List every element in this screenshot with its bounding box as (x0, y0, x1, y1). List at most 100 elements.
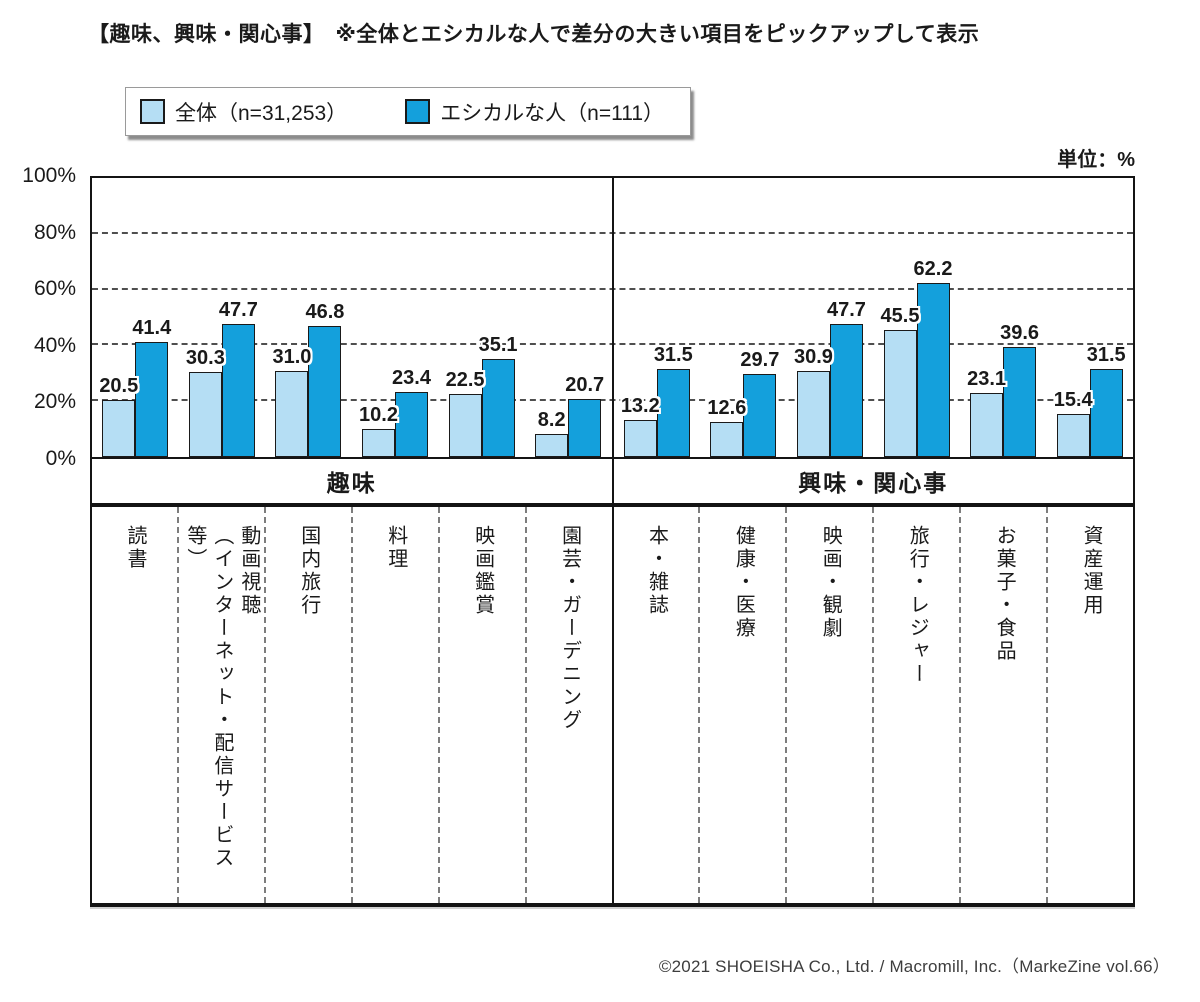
category-slot: 読書 (92, 507, 177, 903)
category-label: 映画・観劇 (819, 525, 842, 640)
category-label-area: 読書 動画視聴 （インターネット・配信サービス等） 国内旅行 料理 映画鑑賞 園芸・ガーデ… (90, 507, 1135, 907)
category-slot: 健康・医療 (698, 507, 785, 903)
bar-value-label: 45.5 (880, 305, 920, 328)
bar-value-label: 31.5 (1086, 344, 1126, 367)
category-slot: 映画鑑賞 (437, 507, 525, 903)
group-header-hobby: 趣味 (92, 459, 614, 503)
legend-label-total: 全体（n=31,253） (175, 101, 348, 125)
bar-total: 8.2 (535, 409, 569, 457)
bar-ethical: 31.5 (1087, 344, 1126, 457)
bar-total: 45.5 (881, 305, 919, 457)
unit-label: 単位：% (1057, 149, 1135, 171)
bar-pair: 30.9 47.7 (794, 178, 866, 457)
bar-pair: 22.5 35.1 (446, 178, 518, 457)
bar-value-label: 31.0 (272, 345, 312, 368)
bar-chart: 20.5 41.4 30.3 47.7 31.0 46.8 10.2 23.4 22.5 35.1… (90, 176, 1135, 907)
bar-value-label: 29.7 (740, 349, 780, 372)
bar-ethical: 39.6 (1000, 322, 1039, 457)
y-tick-100: 100% (22, 164, 76, 187)
bar-value-label: 23.4 (392, 366, 431, 389)
page-title: 【趣味、興味・関心事】 ※全体とエシカルな人で差分の大きい項目をピックアップして… (88, 23, 980, 46)
bar-total: 30.3 (186, 347, 225, 457)
bar-value-label: 30.9 (793, 345, 833, 368)
bar-pair: 31.0 46.8 (272, 178, 344, 457)
bar-value-label: 13.2 (620, 395, 660, 418)
bar-ethical: 20.7 (565, 374, 604, 457)
bar-value-label: 15.4 (1053, 389, 1093, 412)
plot-group-interest: 13.2 31.5 12.6 29.7 30.9 47.7 45.5 62.2 23.1 39.6… (614, 178, 1134, 457)
bar-pair: 20.5 41.4 (99, 178, 171, 457)
category-labels-interest: 本・雑誌 健康・医療 映画・観劇 旅行・レジャー お菓子・食品 資産運用 (614, 507, 1134, 903)
bar-pair: 8.2 20.7 (535, 178, 604, 457)
bar-total: 15.4 (1054, 389, 1093, 457)
category-slot: 園芸・ガーデニング (524, 507, 612, 903)
bar-value-label: 22.5 (445, 369, 485, 392)
bar-total: 13.2 (621, 395, 660, 457)
bar-value-label: 20.5 (99, 374, 139, 397)
y-tick-40: 40% (33, 333, 76, 357)
category-label: 料理 (384, 525, 407, 571)
bar-value-label: 47.7 (826, 298, 866, 321)
bar-value-label: 30.3 (185, 347, 225, 370)
category-slot: お菓子・食品 (959, 507, 1046, 903)
category-slot: 旅行・レジャー (872, 507, 959, 903)
category-label: 本・雑誌 (645, 525, 668, 617)
bar-pair: 12.6 29.7 (707, 178, 779, 457)
bar-value-label: 39.6 (1000, 321, 1040, 344)
category-label: 読書 (123, 525, 146, 571)
bar-ethical: 62.2 (914, 258, 952, 457)
bar-value-label: 10.2 (359, 403, 398, 426)
copyright-credit: ©2021 SHOEISHA Co., Ltd. / Macromill, In… (658, 957, 1170, 976)
y-axis: 100% 80% 60% 40% 20% 0% (0, 164, 82, 470)
legend-swatch-ethical (405, 99, 431, 124)
y-tick-80: 80% (33, 220, 76, 244)
bar-pair: 30.3 47.7 (186, 178, 258, 457)
category-label: 健康・医療 (732, 525, 755, 640)
bar-pair: 10.2 23.4 (359, 178, 431, 457)
legend-label-ethical: エシカルな人（n=111） (440, 101, 665, 125)
bar-ethical: 47.7 (827, 299, 866, 457)
y-tick-60: 60% (33, 277, 76, 301)
bar-total: 30.9 (794, 346, 833, 457)
category-label: お菓子・食品 (993, 525, 1016, 663)
group-header-interest: 興味・関心事 (798, 470, 949, 496)
group-header-band: 趣味 興味・関心事 (90, 459, 1135, 507)
bar-pair: 15.4 31.5 (1054, 178, 1126, 457)
bar-ethical: 35.1 (479, 334, 518, 457)
bar-value-label: 20.7 (565, 374, 605, 397)
category-labels-hobby: 読書 動画視聴 （インターネット・配信サービス等） 国内旅行 料理 映画鑑賞 園芸・ガーデ… (92, 507, 614, 903)
bar-ethical: 29.7 (740, 349, 779, 457)
bar-value-label: 35.1 (478, 334, 518, 357)
category-slot: 本・雑誌 (614, 507, 699, 903)
bar-total: 31.0 (272, 346, 311, 457)
bar-total: 22.5 (446, 369, 485, 457)
category-label: 動画視聴 （インターネット・配信サービス等） (183, 525, 260, 870)
plot-area: 20.5 41.4 30.3 47.7 31.0 46.8 10.2 23.4 22.5 35.1… (90, 176, 1135, 459)
bar-pair: 23.1 39.6 (967, 178, 1039, 457)
bar-total: 10.2 (359, 404, 398, 457)
bar-ethical: 46.8 (305, 301, 344, 457)
category-slot: 国内旅行 (263, 507, 351, 903)
bar-pair: 13.2 31.5 (621, 178, 693, 457)
bar-value-label: 62.2 (913, 258, 953, 281)
y-tick-20: 20% (33, 390, 76, 414)
bar-ethical: 41.4 (132, 317, 171, 457)
bar-value-label: 46.8 (305, 301, 345, 324)
category-label: 旅行・レジャー (906, 525, 929, 686)
category-label: 国内旅行 (297, 525, 320, 617)
bar-value-label: 41.4 (132, 316, 172, 339)
bar-ethical: 23.4 (392, 367, 431, 457)
bar-total: 12.6 (707, 397, 746, 457)
category-slot: 映画・観劇 (785, 507, 872, 903)
category-label: 園芸・ガーデニング (558, 525, 581, 732)
category-slot: 動画視聴 （インターネット・配信サービス等） (176, 507, 264, 903)
legend-item-ethical: エシカルな人（n=111） (405, 97, 664, 127)
plot-group-hobby: 20.5 41.4 30.3 47.7 31.0 46.8 10.2 23.4 22.5 35.1… (92, 178, 614, 457)
bar-total: 23.1 (967, 368, 1006, 457)
legend-item-total: 全体（n=31,253） (140, 97, 347, 127)
bar-ethical: 31.5 (654, 344, 693, 457)
bar-value-label: 47.7 (218, 298, 258, 321)
bar-value-label: 31.5 (653, 344, 693, 367)
category-slot: 料理 (350, 507, 438, 903)
category-label: 映画鑑賞 (471, 525, 494, 617)
